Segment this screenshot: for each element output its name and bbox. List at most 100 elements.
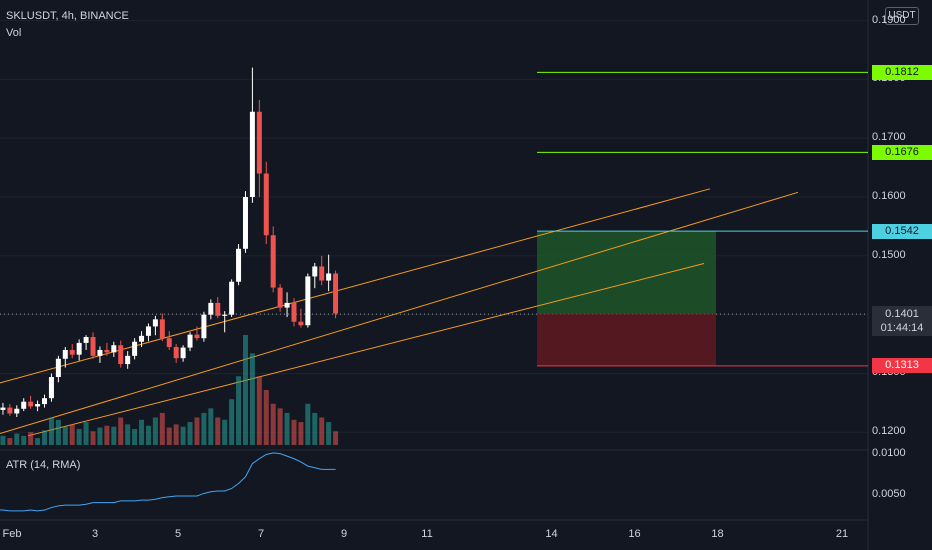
candle-body [222, 314, 228, 316]
candle-body [90, 337, 96, 356]
volume-bar [263, 390, 269, 445]
bar-countdown: 01:44:14 [880, 322, 924, 335]
candle-body [208, 302, 214, 315]
volume-indicator-label[interactable]: Vol [6, 27, 22, 39]
candle-body [42, 398, 48, 405]
channel-line [27, 263, 705, 437]
grid [0, 0, 869, 550]
volume-bar [139, 419, 145, 445]
candle-body [284, 302, 290, 308]
volume-bar [305, 403, 311, 445]
candle-body [111, 345, 117, 353]
candle-body [0, 407, 6, 410]
candle-body [69, 349, 75, 355]
candle-body [145, 326, 151, 336]
candle-body [312, 266, 318, 277]
candle-body [118, 345, 124, 365]
time-tick-label: 16 [628, 528, 641, 540]
candle-body [319, 266, 325, 281]
candle-body [291, 302, 297, 322]
candle-body [249, 111, 255, 198]
price-tick-label: 0.1600 [872, 190, 906, 203]
candle-body [104, 349, 110, 353]
candle-body [215, 302, 221, 316]
time-tick-label: 3 [91, 528, 99, 540]
atr-tick-label: 0.0100 [872, 446, 906, 459]
symbol-title[interactable]: SKLUSDT, 4h, BINANCE [6, 10, 129, 22]
volume-bar [187, 422, 193, 445]
candle-body [333, 273, 339, 314]
atr-tick-label: 0.0050 [872, 488, 906, 501]
atr-line [0, 452, 336, 512]
volume-bar [125, 424, 131, 445]
candle-body [97, 349, 103, 356]
price-tick-label: 0.1700 [872, 131, 906, 144]
price-tick-label: 0.1500 [872, 248, 906, 261]
volume-bar [208, 408, 214, 445]
volume-bar [48, 417, 54, 445]
volume-bar [152, 417, 158, 445]
volume-bar [90, 431, 96, 445]
candle-body [298, 321, 304, 326]
candle-body [55, 358, 61, 378]
volume-bar [55, 419, 61, 445]
volume-bar [21, 435, 27, 445]
position-zones [537, 231, 716, 366]
price-level-badge: 0.1676 [872, 144, 932, 160]
volume-bar [326, 422, 332, 445]
volume-bar [284, 412, 290, 445]
volume-bar [132, 428, 138, 445]
volume-bar [229, 399, 235, 445]
candle-body [132, 341, 138, 356]
volume-bar [215, 417, 221, 445]
candle-body [125, 355, 131, 365]
candle-body [201, 314, 207, 339]
candle-body [180, 347, 186, 359]
candle-body [14, 408, 20, 414]
volume-bar [145, 425, 151, 445]
candle-body [166, 338, 172, 348]
candle-body [236, 248, 242, 282]
candle-body [152, 319, 158, 327]
candle-body [48, 377, 54, 399]
volume-bar [277, 408, 283, 445]
price-level-badge: 0.1812 [872, 64, 932, 80]
candle-body [159, 319, 165, 339]
volume-bar [76, 428, 82, 445]
price-tick-label: 0.1200 [872, 425, 906, 438]
candle-body [326, 273, 332, 281]
current-price-value: 0.1401 [885, 308, 919, 321]
volume-bar [222, 419, 228, 445]
candle-body [62, 349, 68, 359]
volume-bar [7, 438, 13, 445]
volume-bar [111, 426, 117, 445]
volume-bar [159, 412, 165, 445]
current-price-badge: 0.1401 01:44:14 [872, 306, 932, 337]
volume-bar [35, 438, 41, 445]
volume-bar [270, 403, 276, 445]
price-levels [537, 71, 868, 367]
volume-bar [249, 353, 255, 445]
candle-body [305, 276, 311, 326]
time-tick-label: 18 [711, 528, 724, 540]
volume-bar [256, 376, 262, 445]
volume-bars [0, 335, 339, 445]
volume-bar [173, 424, 179, 445]
volume-bar [62, 426, 68, 445]
candle-body [76, 342, 82, 355]
volume-bar [291, 419, 297, 445]
volume-bar [333, 431, 339, 445]
volume-bar [194, 417, 200, 445]
time-tick-label: 11 [421, 528, 433, 540]
price-level-badge: 0.1313 [872, 358, 932, 374]
channel-line [0, 191, 799, 434]
time-tick-label: 5 [174, 528, 182, 540]
volume-bar [104, 425, 110, 445]
atr-indicator-label[interactable]: ATR (14, RMA) [6, 459, 81, 471]
price-tick-label: 0.1900 [872, 13, 906, 26]
time-tick-label: Feb [2, 528, 22, 540]
currency-selector[interactable]: USDT [885, 7, 919, 25]
candle-body [229, 281, 235, 315]
volume-bar [97, 427, 103, 445]
